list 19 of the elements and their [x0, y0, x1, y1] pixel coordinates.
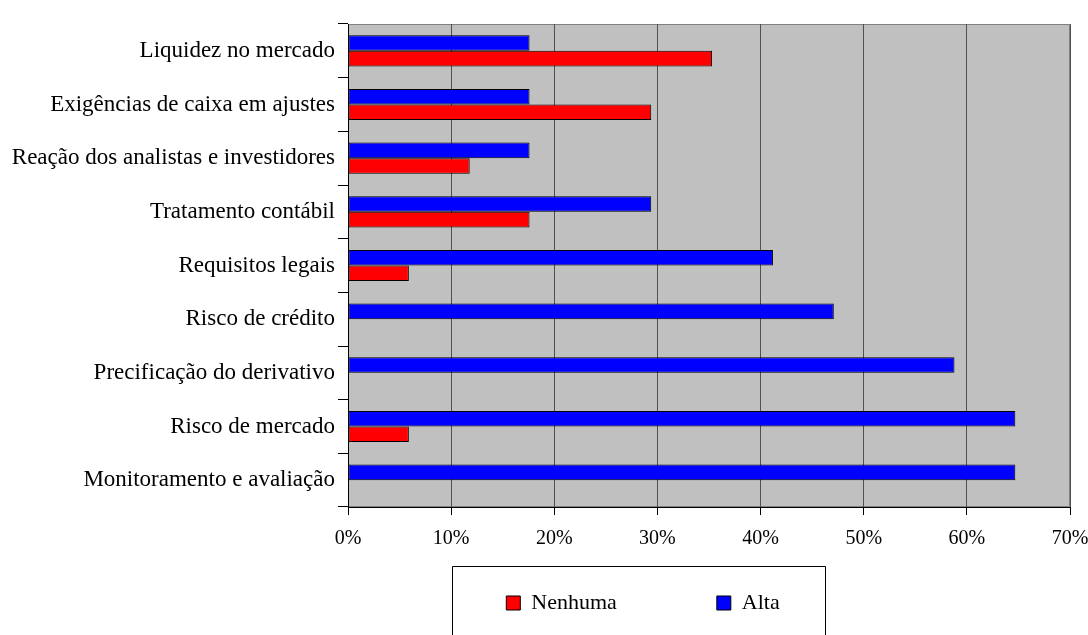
legend-label: Alta	[741, 588, 780, 614]
y-tick-label: Exigências de caixa em ajustes	[50, 90, 336, 116]
y-tick-label: Tratamento contábil	[149, 197, 335, 223]
x-tick-label: 50%	[845, 526, 883, 549]
y-tick-label: Requisitos legais	[178, 251, 336, 277]
x-tick-label: 0%	[334, 526, 362, 549]
x-tick-label: 40%	[742, 526, 779, 549]
y-tick-label: Precificação do derivativo	[93, 358, 335, 384]
y-tick-label: Liquidez no mercado	[139, 36, 335, 62]
legend-label: Nenhuma	[531, 588, 618, 614]
y-tick-label: Monitoramento e avaliação	[83, 466, 335, 492]
x-tick-label: 30%	[639, 526, 676, 549]
x-tick-label: 20%	[535, 526, 573, 549]
x-tick-label: 70%	[1051, 526, 1088, 549]
x-tick-label: 10%	[432, 526, 470, 549]
y-tick-label: Risco de mercado	[170, 412, 335, 438]
x-tick-label: 60%	[948, 526, 986, 549]
y-tick-label: Risco de crédito	[185, 305, 335, 331]
y-tick-label: Reação dos analistas e investidores	[11, 144, 336, 170]
